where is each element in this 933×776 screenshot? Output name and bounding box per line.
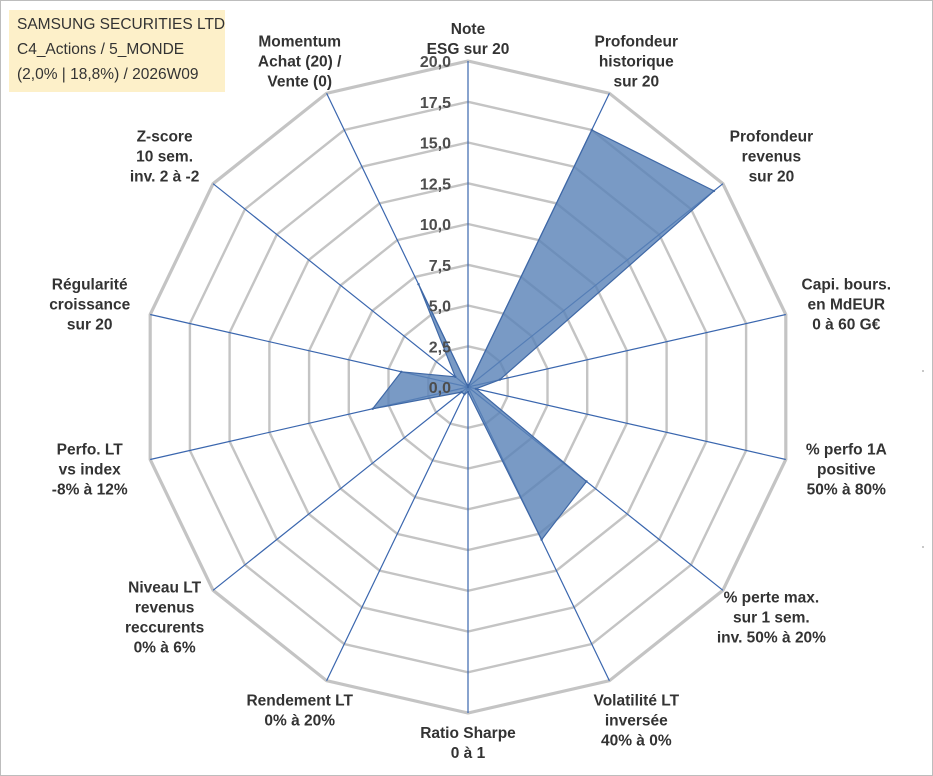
axis-label-line: 0 à 1: [451, 745, 486, 762]
axis-label-line: 50% à 80%: [807, 481, 886, 498]
data-point: [371, 407, 374, 410]
edge-mark: [922, 370, 924, 372]
axis-label: Perfo. LT vs index -8% à 12%: [52, 441, 128, 498]
axis-label-line: -8% à 12%: [52, 481, 128, 498]
axis-label-line: sur 20: [749, 168, 795, 185]
tick-label: 20,0: [420, 54, 451, 71]
data-point: [585, 480, 588, 483]
axis-label-line: en MdEUR: [808, 297, 886, 314]
data-point: [463, 393, 466, 396]
tick-label: 2,5: [429, 339, 451, 356]
axis-label: Momentum Achat (20) / Vente (0): [258, 33, 342, 90]
axis-label: Volatilité LT inversée 40% à 0%: [594, 693, 680, 750]
title-category: C4_Actions / 5_MONDE: [17, 41, 185, 58]
axis-label-line: Momentum: [258, 33, 341, 50]
axis-label-line: sur 20: [613, 73, 659, 90]
edge-mark: [922, 546, 924, 548]
chart-title-box: SAMSUNG SECURITIES LTD C4_Actions / 5_MO…: [9, 10, 225, 92]
axis-label: Profondeur revenus sur 20: [730, 128, 814, 185]
axis-label-line: % perte max.: [724, 590, 820, 607]
axis-label-line: inv. 50% à 20%: [717, 630, 826, 647]
axis-label-line: sur 1 sem.: [733, 610, 810, 627]
tick-label: 10,0: [420, 217, 451, 234]
axis-label-line: Rendement LT: [246, 693, 353, 710]
axis-label-line: revenus: [135, 600, 194, 617]
axis-label-line: % perfo 1A: [806, 441, 887, 458]
axis-label-line: inversée: [605, 713, 668, 730]
data-point: [400, 370, 403, 373]
axis-label: Profondeur historique sur 20: [595, 33, 679, 90]
axis-label: % perte max. sur 1 sem. inv. 50% à 20%: [717, 590, 826, 647]
data-point: [454, 375, 457, 378]
data-point: [540, 538, 543, 541]
data-point: [590, 128, 593, 132]
axis-label: % perfo 1A positive 50% à 80%: [806, 441, 887, 498]
axis-label-line: croissance: [49, 297, 130, 314]
data-point: [474, 387, 478, 390]
axis-label-line: Volatilité LT: [594, 693, 680, 710]
axis-label-line: ESG sur 20: [427, 41, 510, 58]
axis-spoke: [467, 313, 786, 388]
data-point: [417, 283, 420, 286]
axis-label-line: Profondeur: [730, 128, 814, 145]
axis-label-line: Z-score: [137, 128, 193, 145]
axis-label-line: positive: [817, 461, 876, 478]
tick-label: 7,5: [429, 258, 451, 275]
axis-label-line: reccurents: [125, 620, 204, 637]
axis-label: Niveau LT revenus reccurents 0% à 6%: [125, 580, 204, 657]
axis-label-line: vs index: [59, 461, 121, 478]
radar-series: [371, 128, 716, 541]
tick-label: 12,5: [420, 176, 451, 193]
data-point: [466, 385, 470, 389]
axis-spoke: [212, 386, 469, 591]
axis-label: Note ESG sur 20: [427, 21, 510, 58]
axis-spoke: [326, 386, 469, 681]
axis-spoke: [467, 386, 786, 461]
axis-spoke: [212, 183, 469, 388]
axis-label-line: sur 20: [67, 317, 113, 334]
axis-label-line: revenus: [742, 148, 801, 165]
axis-label-line: Ratio Sharpe: [420, 725, 516, 742]
axis-label-line: Achat (20) /: [258, 53, 342, 70]
axis-label-line: Capi. bours.: [802, 277, 892, 294]
axis-label-line: 10 sem.: [136, 148, 193, 165]
axis-label-line: 0% à 6%: [134, 640, 196, 657]
data-point: [466, 390, 470, 394]
tick-label: 0,0: [429, 380, 451, 397]
axis-label-line: Régularité: [52, 277, 128, 294]
tick-label: 17,5: [420, 95, 451, 112]
tick-label: 5,0: [429, 299, 451, 316]
axis-label: Capi. bours. en MdEUR 0 à 60 G€: [802, 277, 892, 334]
axis-labels: Note ESG sur 20 Profondeur historique sur 20…: [49, 21, 891, 762]
title-subtitle: (2,0% | 18,8%) / 2026W09: [17, 66, 199, 83]
radial-tick-labels: 0,0 2,5 5,0 7,5 10,0 12,5 15,0 17,5 20,0: [420, 54, 451, 397]
axis-label-line: 0% à 20%: [264, 713, 335, 730]
axis-label-line: Vente (0): [267, 73, 332, 90]
axis-label: Régularité croissance sur 20: [49, 277, 130, 334]
axis-label: Z-score 10 sem. inv. 2 à -2: [130, 128, 200, 185]
axis-label-line: historique: [599, 53, 674, 70]
axis-label-line: 0 à 60 G€: [812, 317, 880, 334]
axis-label: Rendement LT 0% à 20%: [246, 693, 353, 730]
axis-label-line: 40% à 0%: [601, 733, 672, 750]
data-point: [460, 390, 463, 394]
tick-label: 15,0: [420, 136, 451, 153]
axis-label-line: Perfo. LT: [57, 441, 124, 458]
axis-label-line: Note: [451, 21, 486, 38]
axis-label-line: inv. 2 à -2: [130, 168, 200, 185]
axis-label-line: Profondeur: [595, 33, 679, 50]
data-point: [712, 189, 716, 193]
axis-label-line: Niveau LT: [128, 580, 201, 597]
axis-label: Ratio Sharpe 0 à 1: [420, 725, 516, 762]
title-company: SAMSUNG SECURITIES LTD: [17, 16, 226, 33]
data-point: [498, 378, 501, 381]
